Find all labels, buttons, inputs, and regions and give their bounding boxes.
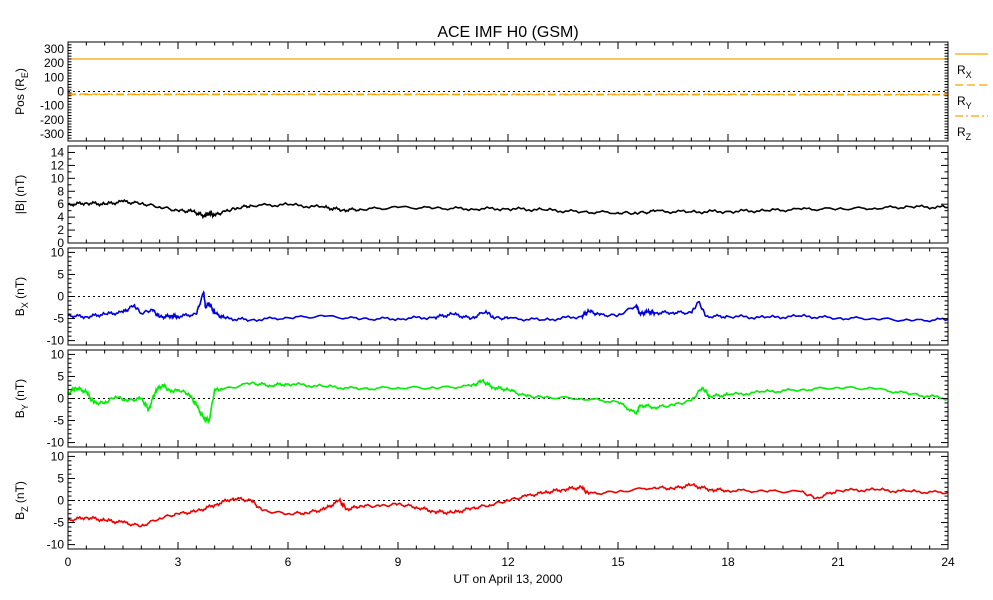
y-tick-label: 0	[57, 236, 64, 250]
x-tick-label: 6	[285, 555, 292, 569]
y-tick-label: 0	[57, 392, 64, 406]
legend-label-main: R	[957, 63, 966, 77]
legend-label-sub: Z	[966, 132, 972, 142]
panel-bx: 10 5 0 -5 -10 BX (nT)	[13, 245, 949, 348]
y-tick-label: 100	[44, 70, 64, 84]
y-tick-label: -100	[40, 99, 64, 113]
x-tick-label: 24	[941, 555, 955, 569]
series-line-bz-0	[67, 482, 949, 528]
series-line-by-0	[67, 378, 949, 424]
y-tick-label: 5	[57, 369, 64, 383]
y-tick-label: 300	[44, 42, 64, 56]
x-axis-title: UT on April 13, 2000	[453, 572, 563, 586]
x-tick-label: 21	[831, 555, 845, 569]
y-tick-label: -300	[40, 127, 64, 141]
y-axis-title-pos: Pos (RE)	[13, 68, 30, 115]
y-axis-title-sub: Z	[20, 506, 30, 512]
legend-label-0: RX	[957, 63, 972, 80]
y-axis-title-by: BY (nT)	[13, 379, 30, 418]
y-axis-title-bx: BX (nT)	[13, 277, 30, 316]
y-axis-title-sub: X	[20, 302, 30, 308]
y-axis-title-main: B	[13, 410, 27, 418]
y-tick-label: 10	[51, 171, 65, 185]
panel-bz: 10 5 0 -5 -10 BZ (nT)	[13, 449, 949, 552]
y-axis-title-end: (nT)	[13, 379, 27, 404]
y-tick-label: -5	[53, 414, 64, 428]
series-line-btot-0	[67, 198, 949, 220]
panel-frame	[67, 145, 949, 244]
y-tick-label: -5	[53, 312, 64, 326]
y-axis-title-sub: E	[20, 72, 30, 78]
y-axis-title-end: )	[13, 68, 27, 72]
y-tick-label: 10	[51, 347, 65, 361]
x-tick-label: 0	[65, 555, 72, 569]
panel-by: 10 5 0 -5 -10 BY (nT)	[13, 347, 949, 450]
y-tick-label: 0	[57, 494, 64, 508]
legend-label-main: R	[957, 94, 966, 108]
x-tick-label: 3	[175, 555, 182, 569]
y-tick-label: 8	[57, 184, 64, 198]
y-axis-title-main: |B| (nT)	[13, 175, 27, 215]
x-tick-label: 15	[611, 555, 625, 569]
y-tick-label: 200	[44, 56, 64, 70]
y-tick-label: 10	[51, 245, 65, 259]
y-tick-label: 12	[51, 158, 65, 172]
y-tick-label: 14	[51, 145, 65, 159]
y-axis-title-sub: Y	[20, 404, 30, 410]
y-tick-label: -200	[40, 113, 64, 127]
y-axis-title-main: Pos (R	[13, 78, 27, 115]
y-tick-label: 4	[57, 210, 64, 224]
legend-label-main: R	[957, 125, 966, 139]
x-tick-label: 9	[395, 555, 402, 569]
y-axis-title-main: B	[13, 512, 27, 520]
legend-label-2: RZ	[957, 125, 972, 142]
y-tick-label: -10	[47, 436, 65, 450]
x-tick-labels: 0 3 6 9 12 15 18 21 24	[65, 555, 955, 569]
y-tick-label: 2	[57, 223, 64, 237]
y-tick-label: 5	[57, 471, 64, 485]
x-tick-label: 18	[721, 555, 735, 569]
y-tick-label: 0	[57, 290, 64, 304]
y-axis-title-btot: |B| (nT)	[13, 175, 27, 215]
legend-label-sub: X	[966, 70, 972, 80]
x-tick-label: 12	[501, 555, 515, 569]
y-tick-label: -10	[47, 538, 65, 552]
chart-title: ACE IMF H0 (GSM)	[437, 24, 578, 41]
y-tick-label: -5	[53, 516, 64, 530]
y-tick-label: -10	[47, 334, 65, 348]
y-axis-title-bz: BZ (nT)	[13, 481, 30, 520]
legend-label-1: RY	[957, 94, 972, 111]
y-axis-title-end: (nT)	[13, 277, 27, 302]
y-axis-title-main: B	[13, 308, 27, 316]
y-tick-label: 6	[57, 197, 64, 211]
legend-label-sub: Y	[966, 101, 972, 111]
series-line-bx-0	[67, 290, 949, 323]
y-tick-label: 0	[57, 85, 64, 99]
y-axis-title-end: (nT)	[13, 481, 27, 506]
y-tick-label: 5	[57, 267, 64, 281]
y-tick-label: 10	[51, 449, 65, 463]
